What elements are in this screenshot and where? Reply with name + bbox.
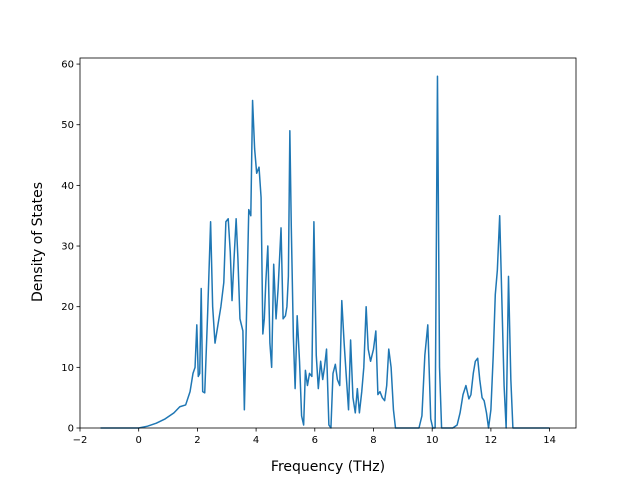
x-tick-label: 10	[426, 435, 439, 446]
x-tick-label: 14	[543, 435, 556, 446]
series-line-0	[100, 75, 550, 429]
x-tick-label: 8	[370, 435, 376, 446]
x-axis-label: Frequency (THz)	[271, 459, 385, 475]
y-tick-label: 20	[61, 302, 74, 313]
x-tick-label: 0	[136, 435, 142, 446]
y-tick-label: 0	[68, 424, 74, 435]
y-tick-label: 10	[61, 363, 74, 374]
y-tick-label: 60	[61, 60, 74, 71]
plot-area	[100, 75, 550, 429]
x-tick-label: 12	[485, 435, 498, 446]
x-tick-label: −2	[73, 435, 88, 446]
x-tick-label: 2	[194, 435, 200, 446]
x-tick-label: 4	[253, 435, 259, 446]
y-axis-label: Density of States	[30, 182, 46, 302]
y-tick-label: 50	[61, 120, 74, 131]
x-tick-label: 6	[312, 435, 318, 446]
y-tick-label: 30	[61, 242, 74, 253]
axes-frame	[79, 57, 577, 429]
y-tick-label: 40	[61, 181, 74, 192]
